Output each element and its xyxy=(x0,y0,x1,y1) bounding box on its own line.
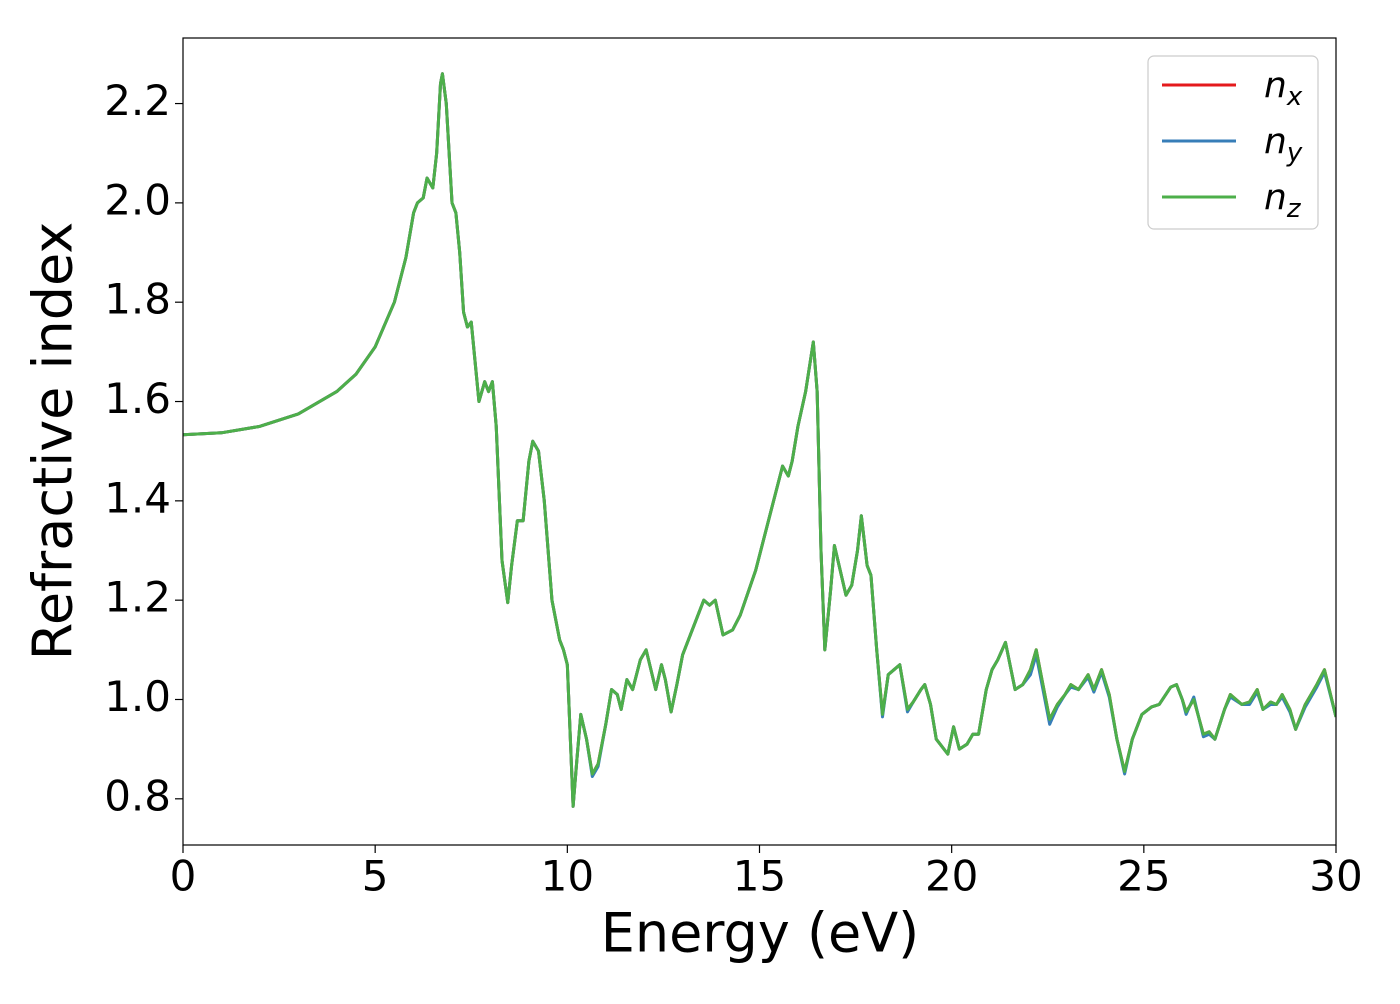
y-tick-label: 2.2 xyxy=(104,76,171,125)
y-tick-label: 1.8 xyxy=(104,275,171,324)
x-tick-label: 20 xyxy=(925,852,978,901)
x-tick-label: 5 xyxy=(362,852,389,901)
legend-label: nx xyxy=(1264,65,1303,112)
x-tick-label: 0 xyxy=(170,852,197,901)
x-tick-label: 30 xyxy=(1309,852,1362,901)
series-line xyxy=(183,72,1336,808)
legend-label: nz xyxy=(1264,177,1302,224)
y-axis-label: Refractive index xyxy=(22,222,85,661)
legend-label: ny xyxy=(1264,121,1303,168)
x-axis-label: Energy (eV) xyxy=(601,902,920,965)
plot-frame xyxy=(182,37,1337,846)
y-tick-label: 0.8 xyxy=(104,771,171,820)
y-tick-label: 1.6 xyxy=(104,374,171,423)
x-tick-label: 10 xyxy=(541,852,594,901)
y-tick-label: 1.0 xyxy=(104,672,171,721)
x-tick-label: 15 xyxy=(733,852,786,901)
x-tick-label: 25 xyxy=(1117,852,1170,901)
y-tick-label: 2.0 xyxy=(104,175,171,224)
y-tick-label: 1.2 xyxy=(104,573,171,622)
y-tick-label: 1.4 xyxy=(104,473,171,522)
